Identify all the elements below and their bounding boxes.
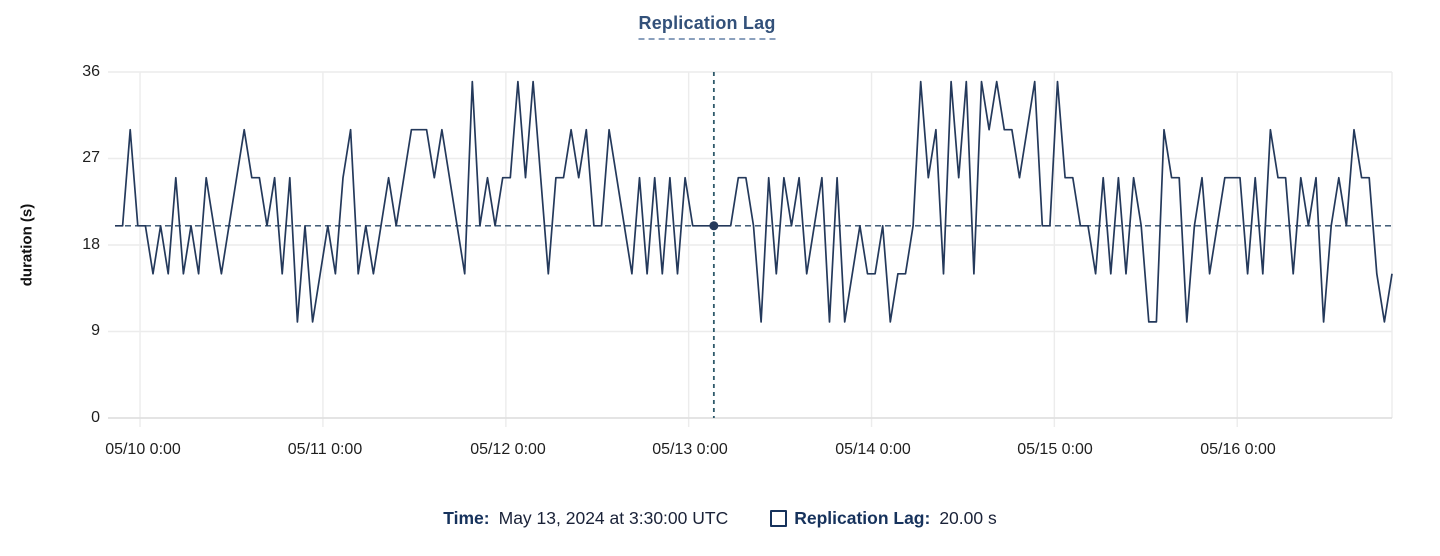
time-label: Time: — [443, 508, 490, 528]
chart-canvas[interactable] — [0, 0, 1440, 490]
y-tick-9: 9 — [91, 322, 100, 339]
series-swatch-icon[interactable] — [770, 510, 788, 527]
x-tick-0513: 05/13 0:00 — [652, 441, 728, 458]
series-label: Replication Lag: — [794, 508, 931, 528]
x-tick-0514: 05/14 0:00 — [835, 441, 911, 458]
x-tick-0510: 05/10 0:00 — [105, 441, 181, 458]
y-tick-0: 0 — [91, 409, 100, 426]
y-tick-27: 27 — [82, 149, 100, 166]
chart-title[interactable]: Replication Lag — [638, 13, 776, 40]
x-tick-0515: 05/15 0:00 — [1017, 441, 1093, 458]
x-tick-0511: 05/11 0:00 — [287, 441, 363, 458]
x-tick-0512: 05/12 0:00 — [470, 441, 546, 458]
x-tick-0516: 05/16 0:00 — [1200, 441, 1276, 458]
y-tick-36: 36 — [82, 63, 100, 80]
series-value: 20.00 s — [939, 508, 997, 528]
y-tick-18: 18 — [82, 236, 100, 253]
hover-readout: Time: May 13, 2024 at 3:30:00 UTC Replic… — [0, 508, 1440, 529]
hovered-point-dot[interactable] — [709, 221, 719, 231]
time-value: May 13, 2024 at 3:30:00 UTC — [498, 508, 729, 528]
replication-lag-series-line[interactable] — [115, 80, 1393, 323]
